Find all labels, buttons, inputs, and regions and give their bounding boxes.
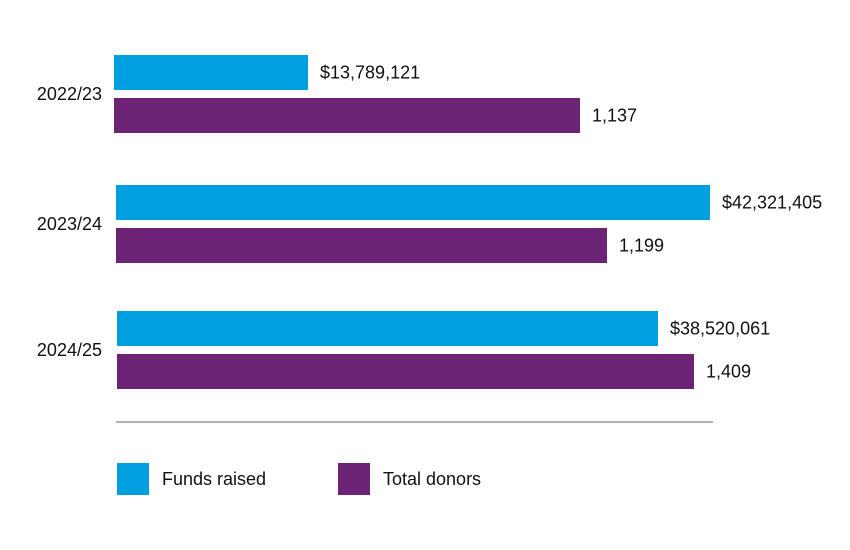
bar-total-donors xyxy=(116,228,607,263)
labels-layer: 2022/23 $13,789,121 1,137 2023/24 $42,321,40… xyxy=(37,63,822,382)
legend: Funds raised Total donors xyxy=(117,463,481,495)
data-label-total-donors: 1,137 xyxy=(592,106,637,126)
legend-label-total-donors: Total donors xyxy=(383,469,481,489)
legend-swatch-funds-raised xyxy=(117,463,149,495)
category-label: 2023/24 xyxy=(37,214,102,234)
bar-funds-raised xyxy=(114,55,308,90)
bar-funds-raised xyxy=(116,185,710,220)
data-label-total-donors: 1,199 xyxy=(619,236,664,256)
data-label-funds-raised: $42,321,405 xyxy=(722,193,822,213)
data-label-funds-raised: $38,520,061 xyxy=(670,319,770,339)
category-label: 2024/25 xyxy=(37,340,102,360)
category-label: 2022/23 xyxy=(37,84,102,104)
legend-label-funds-raised: Funds raised xyxy=(162,469,266,489)
bar-total-donors xyxy=(117,354,694,389)
bars-layer xyxy=(114,55,710,389)
legend-swatch-total-donors xyxy=(338,463,370,495)
bar-funds-raised xyxy=(117,311,658,346)
data-label-funds-raised: $13,789,121 xyxy=(320,63,420,83)
bar-total-donors xyxy=(114,98,580,133)
data-label-total-donors: 1,409 xyxy=(706,362,751,382)
